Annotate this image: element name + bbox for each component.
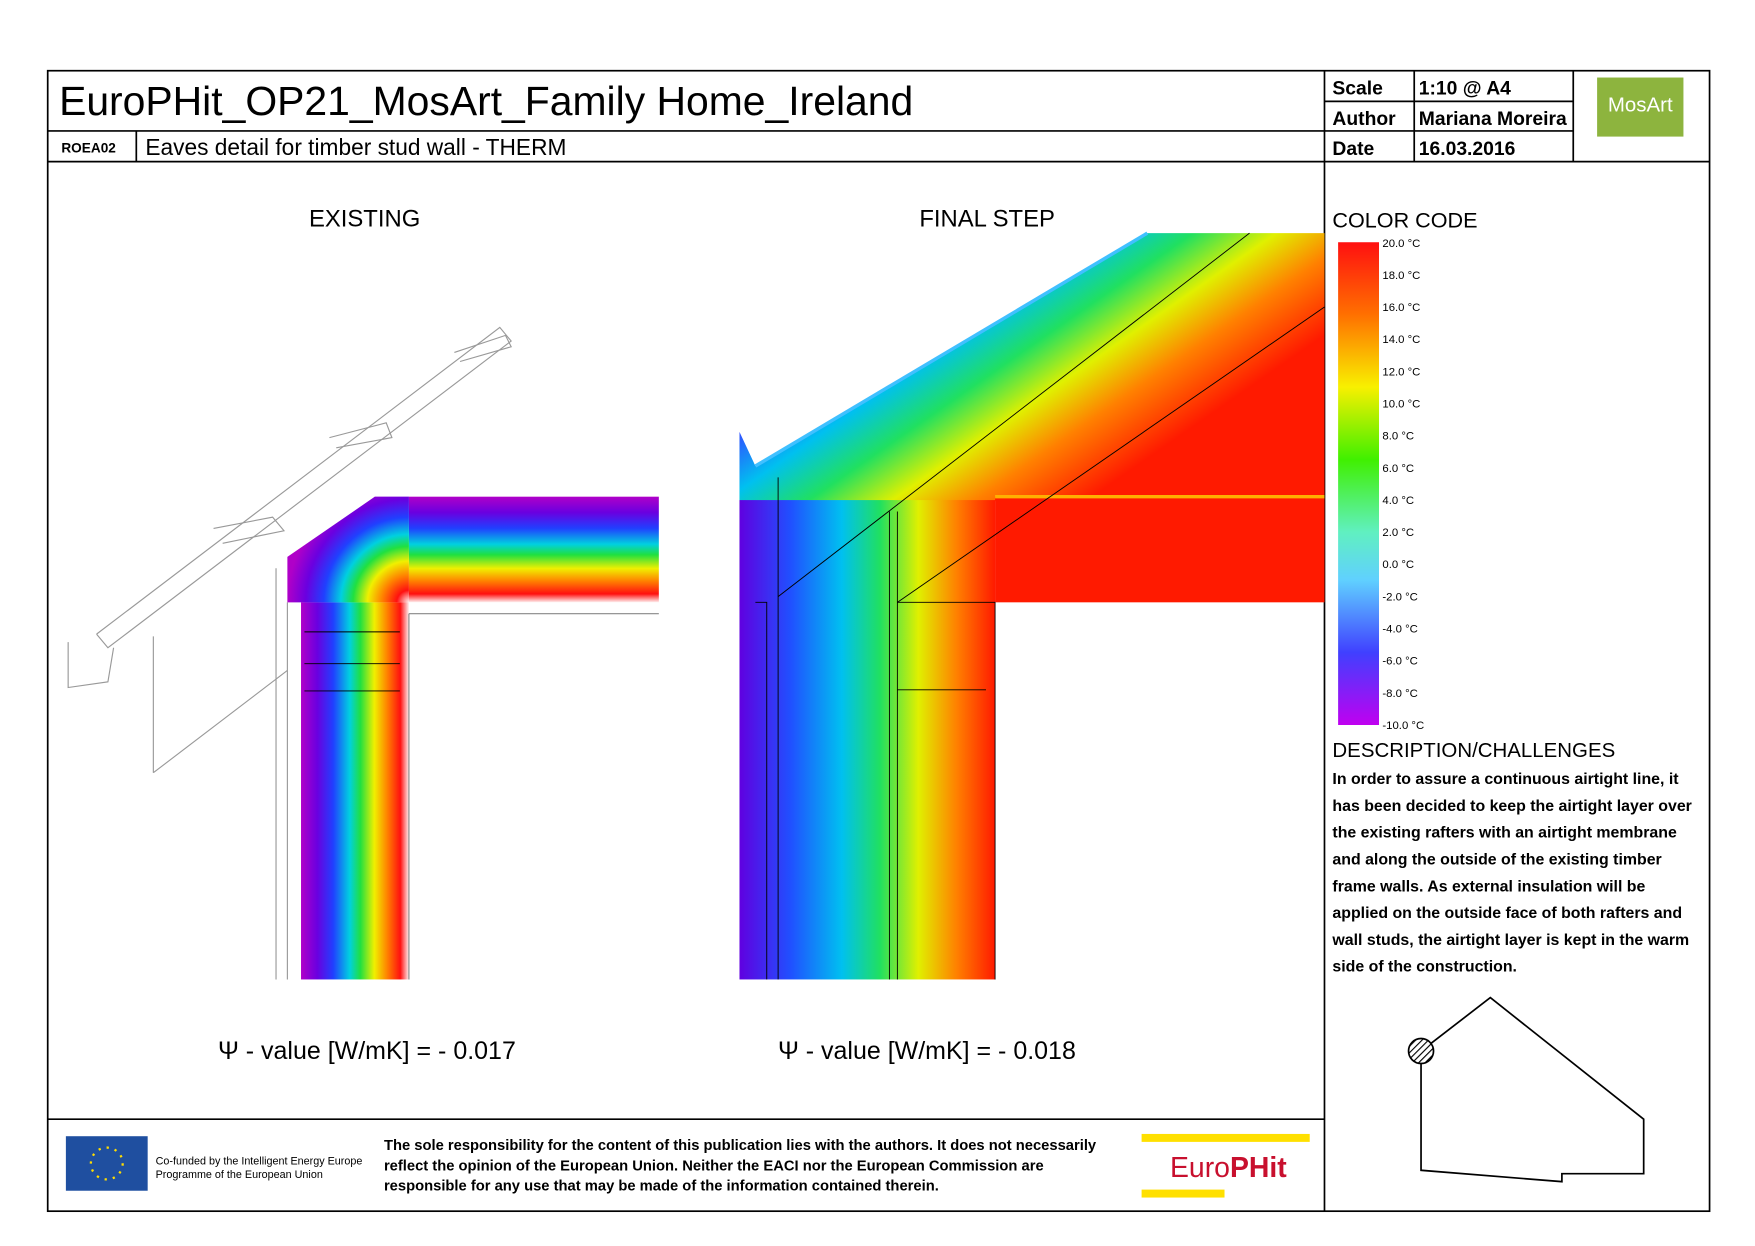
house-sketch <box>1407 996 1645 1183</box>
scale: 1:10 @ A4 <box>1419 79 1511 100</box>
frame <box>46 69 1711 1213</box>
date: 16.03.2016 <box>1419 139 1516 160</box>
legend-label: 16.0 °C <box>1382 302 1420 314</box>
disclaimer: The sole responsibility for the content … <box>384 1138 1097 1195</box>
cofunded-line: Programme of the European Union <box>156 1169 323 1181</box>
description-title: DESCRIPTION/CHALLENGES <box>1332 739 1615 762</box>
cofunded-line: Co-funded by the Intelligent Energy Euro… <box>156 1156 363 1168</box>
disclaimer-line: The sole responsibility for the content … <box>384 1138 1097 1154</box>
panel-title: EXISTING <box>309 205 420 232</box>
subtitle: Eaves detail for timber stud wall - THER… <box>145 134 566 160</box>
legend-label: -10.0 °C <box>1382 720 1424 732</box>
color-bar <box>1338 242 1380 726</box>
description-line: side of the construction. <box>1332 959 1517 976</box>
legend-label: 8.0 °C <box>1382 431 1414 443</box>
legend-label: 10.0 °C <box>1382 399 1420 411</box>
legend-label: 18.0 °C <box>1382 270 1420 282</box>
date-label: Date <box>1332 139 1374 160</box>
description-line: has been decided to keep the airtight la… <box>1332 798 1691 815</box>
logo: MosArt <box>1608 94 1673 117</box>
legend-label: -6.0 °C <box>1382 656 1417 668</box>
logo-box <box>1597 77 1684 137</box>
legend-label: 6.0 °C <box>1382 463 1414 475</box>
cofunded: Co-funded by the Intelligent Energy Euro… <box>156 1156 363 1182</box>
author-label: Author <box>1332 109 1396 130</box>
description-line: wall studs, the airtight layer is kept i… <box>1331 932 1689 949</box>
logo-bar <box>1141 1189 1225 1198</box>
legend-label: -4.0 °C <box>1382 624 1417 636</box>
disclaimer-line: reflect the opinion of the European Unio… <box>384 1158 1044 1174</box>
author: Mariana Moreira <box>1419 109 1567 130</box>
legend-labels: 20.0 °C 18.0 °C 16.0 °C 14.0 °C 12.0 °C 10.0 … <box>1382 238 1424 732</box>
disclaimer-line: responsible for any use that may be made… <box>384 1179 939 1195</box>
legend-label: 20.0 °C <box>1382 238 1420 250</box>
description-line: frame walls. As external insulation will… <box>1332 878 1645 895</box>
logo-part: Euro <box>1170 1152 1230 1184</box>
psi-value: Ψ - value [W/mK] = - 0.018 <box>778 1037 1076 1065</box>
title: EuroPHit_OP21_MosArt_Family Home_Ireland <box>59 78 913 124</box>
scale-label: Scale <box>1332 79 1383 100</box>
description-line: the existing rafters with an airtight me… <box>1332 825 1677 842</box>
description-line: and along the outside of the existing ti… <box>1332 851 1661 868</box>
psi-value: Ψ - value [W/mK] = - 0.017 <box>218 1037 516 1065</box>
final-drawing <box>739 231 1325 980</box>
description-line: applied on the outside face of both raft… <box>1332 905 1682 922</box>
panel-title: FINAL STEP <box>919 205 1055 232</box>
code: ROEA02 <box>61 141 116 156</box>
existing-drawing <box>67 326 659 980</box>
logo-bar <box>1141 1133 1310 1142</box>
description: In order to assure a continuous airtight… <box>1331 771 1691 976</box>
logo-part: PHit <box>1230 1152 1287 1184</box>
color-code-title: COLOR CODE <box>1332 207 1477 232</box>
legend-label: -8.0 °C <box>1382 688 1417 700</box>
legend-label: 12.0 °C <box>1382 366 1420 378</box>
legend-label: 14.0 °C <box>1382 334 1420 346</box>
legend-label: -2.0 °C <box>1382 591 1417 603</box>
legend-label: 4.0 °C <box>1382 495 1414 507</box>
description-line: In order to assure a continuous airtight… <box>1332 771 1679 788</box>
eu-flag <box>65 1136 148 1191</box>
legend-label: 2.0 °C <box>1382 527 1414 539</box>
legend-label: 0.0 °C <box>1382 559 1414 571</box>
europhit-logo: EuroPHit <box>1170 1152 1287 1184</box>
